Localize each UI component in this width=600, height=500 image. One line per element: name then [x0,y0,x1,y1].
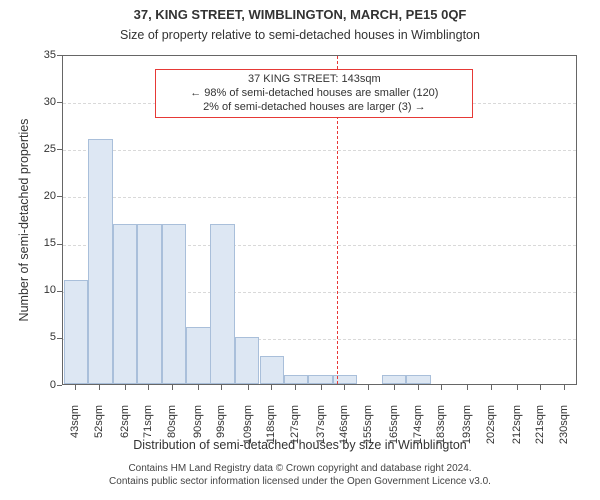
annotation-box: 37 KING STREET: 143sqm ← 98% of semi-det… [155,69,473,118]
footer-line-2: Contains public sector information licen… [0,476,600,489]
x-tick-label: 99sqm [215,405,227,455]
histogram-bar [210,224,234,384]
x-tick-label: 230sqm [558,405,570,455]
y-tick-label: 0 [28,379,56,391]
footer-line-1: Contains HM Land Registry data © Crown c… [0,463,600,476]
y-tick-label: 20 [28,190,56,202]
x-tick-label: 137sqm [315,405,327,455]
y-tick-mark [57,102,62,103]
x-tick-mark [517,385,518,390]
x-tick-mark [172,385,173,390]
x-tick-mark [148,385,149,390]
histogram-bar [235,337,259,384]
y-tick-mark [57,338,62,339]
x-tick-mark [441,385,442,390]
x-tick-mark [467,385,468,390]
plot-area: 37 KING STREET: 143sqm ← 98% of semi-det… [62,55,577,385]
annotation-line-2: ← 98% of semi-detached houses are smalle… [160,87,468,101]
x-tick-mark [221,385,222,390]
x-tick-label: 155sqm [362,405,374,455]
y-tick-label: 30 [28,96,56,108]
x-tick-label: 221sqm [534,405,546,455]
x-tick-label: 71sqm [142,405,154,455]
annotation-line-1: 37 KING STREET: 143sqm [160,73,468,87]
y-tick-mark [57,385,62,386]
histogram-bar [260,356,284,384]
x-tick-mark [418,385,419,390]
histogram-bar [284,375,308,384]
y-tick-mark [57,149,62,150]
x-tick-mark [99,385,100,390]
y-tick-label: 10 [28,284,56,296]
x-tick-label: 62sqm [119,405,131,455]
x-tick-label: 43sqm [69,405,81,455]
x-tick-mark [564,385,565,390]
histogram-bar [88,139,112,384]
chart-title-secondary: Size of property relative to semi-detach… [0,28,600,42]
x-tick-mark [344,385,345,390]
x-tick-label: 193sqm [461,405,473,455]
x-tick-label: 90sqm [192,405,204,455]
x-tick-mark [368,385,369,390]
x-tick-mark [491,385,492,390]
gridline [63,197,576,198]
y-tick-label: 35 [28,49,56,61]
histogram-bar [137,224,161,384]
chart-title-primary: 37, KING STREET, WIMBLINGTON, MARCH, PE1… [0,7,600,22]
histogram-bar [162,224,186,384]
y-tick-mark [57,196,62,197]
histogram-bar [113,224,137,384]
gridline [63,150,576,151]
x-tick-mark [75,385,76,390]
histogram-bar [308,375,332,384]
histogram-bar [64,280,88,384]
x-tick-label: 146sqm [338,405,350,455]
histogram-bar [333,375,357,384]
y-tick-label: 25 [28,143,56,155]
x-tick-label: 109sqm [242,405,254,455]
x-tick-label: 80sqm [166,405,178,455]
y-tick-label: 5 [28,331,56,343]
x-tick-mark [295,385,296,390]
x-tick-mark [321,385,322,390]
x-tick-label: 127sqm [289,405,301,455]
chart-footer: Contains HM Land Registry data © Crown c… [0,463,600,488]
x-tick-label: 118sqm [265,405,277,455]
x-tick-mark [125,385,126,390]
x-tick-label: 174sqm [412,405,424,455]
x-tick-mark [271,385,272,390]
x-tick-mark [248,385,249,390]
histogram-bar [186,327,210,384]
y-tick-mark [57,55,62,56]
histogram-bar [406,375,430,384]
x-tick-label: 52sqm [93,405,105,455]
x-tick-mark [394,385,395,390]
x-tick-label: 183sqm [435,405,447,455]
y-tick-mark [57,291,62,292]
x-tick-label: 202sqm [485,405,497,455]
x-tick-mark [198,385,199,390]
y-tick-mark [57,244,62,245]
annotation-line-3: 2% of semi-detached houses are larger (3… [160,101,468,115]
y-tick-label: 15 [28,237,56,249]
histogram-bar [382,375,406,384]
histogram-chart: 37, KING STREET, WIMBLINGTON, MARCH, PE1… [0,0,600,500]
x-tick-mark [540,385,541,390]
x-tick-label: 212sqm [511,405,523,455]
x-tick-label: 165sqm [388,405,400,455]
